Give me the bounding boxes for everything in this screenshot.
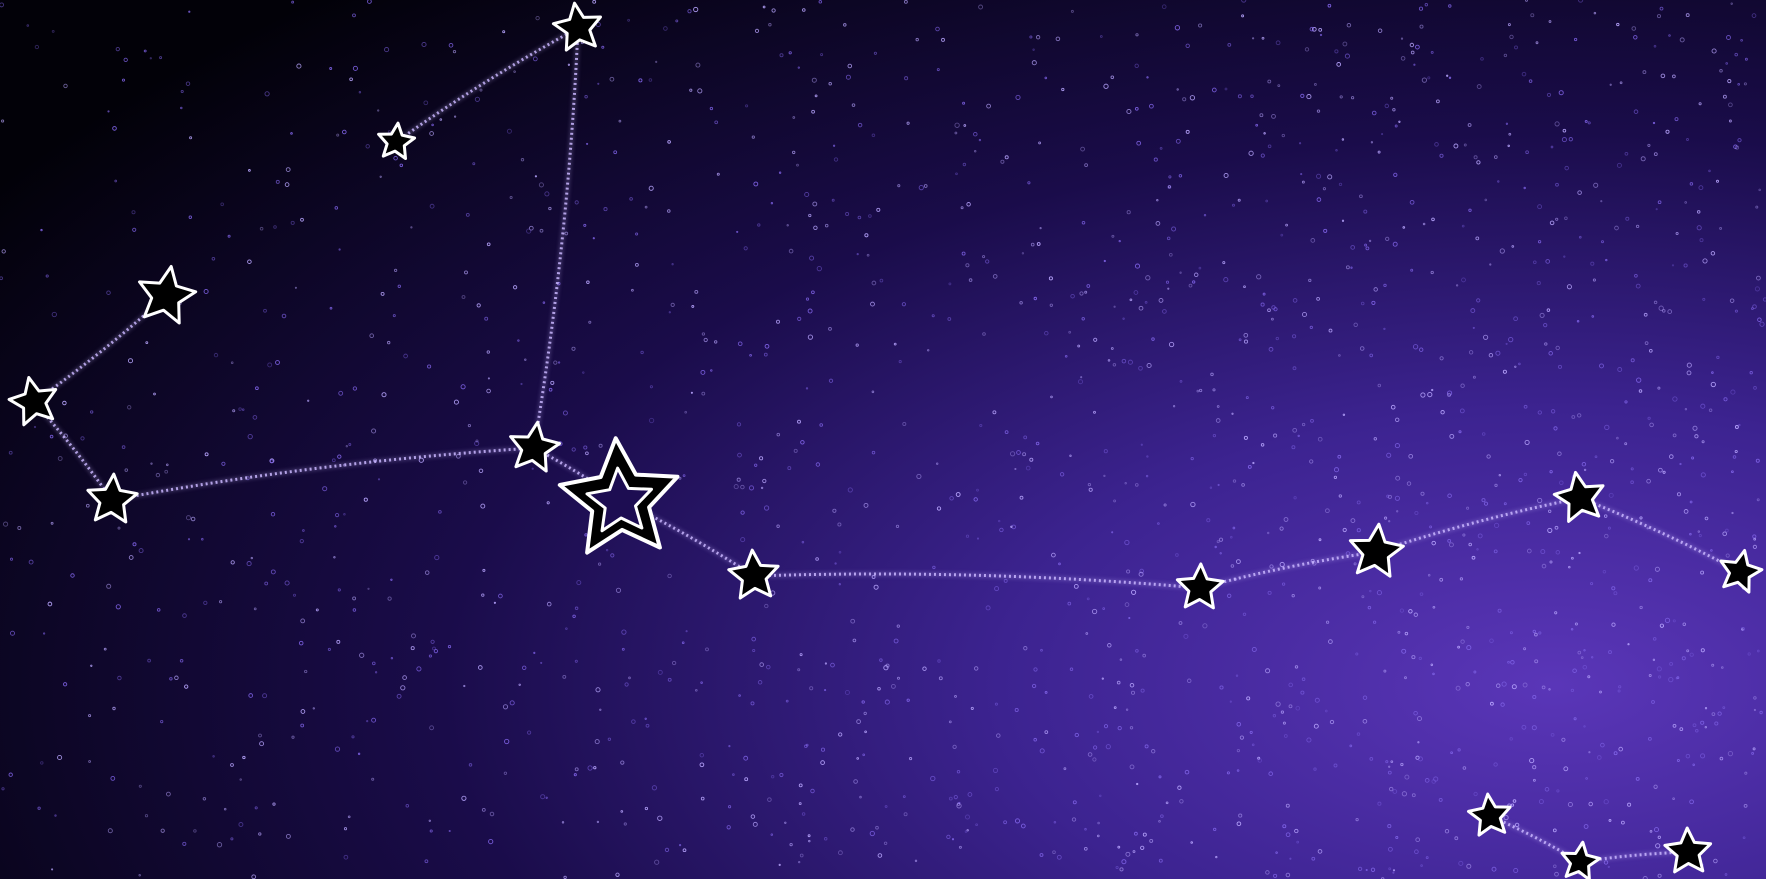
star-icon [138,265,198,325]
star-icon [1175,562,1225,610]
star-icon [86,472,139,524]
constellation-line-h-i [753,572,1201,590]
constellation-stars [7,1,1764,879]
star-icon [1560,840,1602,879]
hollow-star-inner-icon [585,466,653,533]
constellation-line-b-a [395,26,579,144]
star-icon [509,420,562,473]
star-icon [377,121,417,160]
star-icon [551,1,602,52]
star-icon [727,548,780,600]
star-icon [1552,470,1605,523]
star-icon [1348,522,1405,578]
star-icon [1663,826,1713,874]
constellation-line-a-f [532,27,580,449]
star-icon [1467,792,1512,837]
star-icon [1719,549,1764,594]
star-icon [7,376,58,427]
